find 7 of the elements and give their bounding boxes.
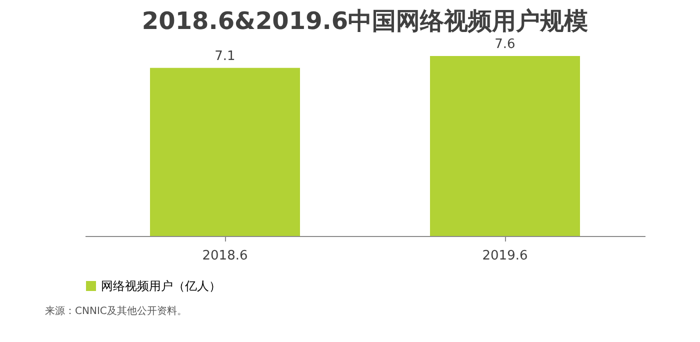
data-label: 7.1 [214,48,236,64]
legend-label: 网络视频用户（亿人） [101,279,221,293]
x-tick-label: 2019.6 [482,248,528,264]
chart-title: 2018.6&2019.6中国网络视频用户规模 [142,7,588,35]
source-note: 来源：CNNIC及其他公开资料。 [45,305,187,317]
data-label: 7.6 [494,37,516,52]
x-tick-label: 2018.6 [202,248,248,264]
